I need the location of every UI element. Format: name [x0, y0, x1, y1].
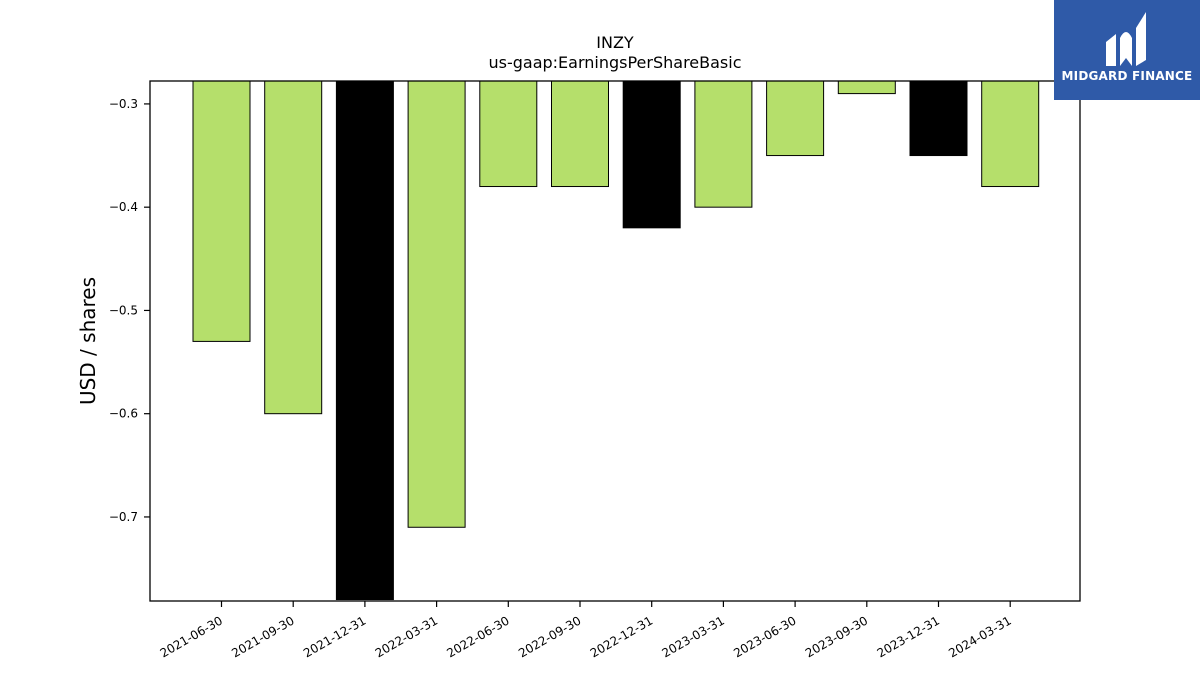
midgard-finance-logo: MIDGARD FINANCE — [1054, 0, 1200, 100]
chart-subtitle: us-gaap:EarningsPerShareBasic — [488, 53, 741, 72]
x-tick-label: 2021-12-31 — [301, 613, 368, 660]
bar-2022-09-30 — [551, 80, 609, 188]
x-tick-label: 2021-06-30 — [158, 613, 225, 660]
y-axis-label: USD / shares — [76, 277, 100, 405]
bar-2024-03-31 — [981, 80, 1040, 188]
plot-frame — [149, 80, 1081, 602]
bar-2022-12-31 — [622, 80, 681, 229]
x-tick-label: 2023-03-31 — [659, 613, 726, 660]
x-tick-label: 2022-09-30 — [516, 613, 583, 660]
bar-2021-12-31 — [335, 80, 394, 601]
x-tick-label: 2022-03-31 — [373, 613, 440, 660]
bar-2022-06-30 — [479, 80, 538, 188]
bar-2023-06-30 — [766, 80, 825, 157]
y-tick-label: −0.4 — [109, 200, 138, 214]
bar-2021-09-30 — [264, 80, 323, 415]
bar-2023-03-31 — [694, 80, 753, 208]
x-tick-label: 2021-09-30 — [229, 613, 296, 660]
x-tick-label: 2024-03-31 — [946, 613, 1013, 660]
y-tick-label: −0.6 — [109, 407, 138, 421]
logo-mark-icon — [1106, 12, 1146, 66]
x-ticks: 2021-06-30 2021-09-30 2021-12-31 2022-03-31… — [158, 601, 1014, 660]
y-tick-label: −0.5 — [109, 303, 138, 317]
logo-text: MIDGARD FINANCE — [1061, 69, 1193, 83]
y-tick-label: −0.3 — [109, 97, 138, 111]
chart-title: INZY — [596, 33, 634, 52]
x-tick-label: 2022-12-31 — [588, 613, 655, 660]
x-tick-label: 2023-06-30 — [731, 613, 798, 660]
bar-2023-12-31 — [909, 80, 968, 157]
y-tick-label: −0.7 — [109, 510, 138, 524]
bar-2021-06-30 — [192, 80, 251, 342]
bar-2022-03-31 — [407, 80, 466, 528]
x-tick-label: 2023-09-30 — [803, 613, 870, 660]
x-tick-label: 2023-12-31 — [875, 613, 942, 660]
y-ticks: −0.3 −0.4 −0.5 −0.6 −0.7 — [109, 97, 150, 524]
x-tick-label: 2022-06-30 — [444, 613, 511, 660]
bar-2023-09-30 — [837, 80, 896, 95]
bars — [192, 80, 1040, 601]
